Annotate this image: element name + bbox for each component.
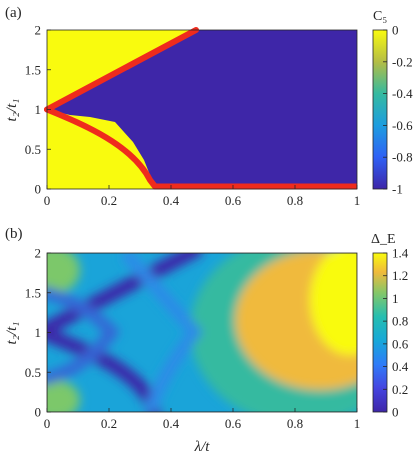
panel-b-colorbar-tick-label: 1.2 (392, 268, 408, 283)
panel-b-y-ticks: 0 0.5 1 1.5 2 (25, 246, 51, 420)
panel-b-colorbar: Δ_E 1.4 1.2 1 0.8 0.6 0.4 0.2 0 (371, 232, 409, 420)
panel-b-y-tick-label: 0.5 (25, 365, 41, 380)
heatmap-max-region (310, 253, 357, 355)
panel-a-colorbar-tick-label: -0.4 (392, 86, 413, 101)
panel-b-colorbar-ticks: 1.4 1.2 1 0.8 0.6 0.4 0.2 0 (383, 246, 409, 420)
panel-a-colorbar-ticks: 0 -0.2 -0.4 -0.6 -0.8 -1 (383, 23, 413, 197)
panel-b-x-tick-label: 0.4 (163, 416, 180, 431)
panel-a-y-tick-label: 1.5 (25, 62, 41, 77)
panel-a-label: (a) (5, 5, 22, 21)
phase-boundary-upper (44, 27, 199, 113)
panel-b-colorbar-tick-label: 0.2 (392, 382, 408, 397)
gap-minimum-left-band (47, 287, 120, 385)
panel-a-y-axis-title: t₂/t₁ (4, 99, 20, 122)
panel-a-colorbar-tick-label: -0.6 (392, 118, 413, 133)
gap-minimum-lower (47, 327, 161, 412)
panel-a-colorbar-tick-label: -0.8 (392, 150, 413, 165)
panel-a-colorbar-title: C₅ (373, 9, 387, 24)
panel-a-colorbar-gradient (372, 29, 388, 190)
panel-a-x-tick-label: 0.2 (101, 193, 117, 208)
panel-a: (a) 0 0.2 0.4 0.6 0.8 1 0 0.5 1 1.5 2 t₂/t₁ C₅ 0 -… (4, 5, 413, 208)
panel-b-plot-area (47, 253, 357, 412)
panel-a-y-tick-label: 0 (35, 182, 42, 197)
panel-a-x-tick-label: 0.6 (225, 193, 242, 208)
panel-b-colorbar-title: Δ_E (371, 232, 396, 247)
panel-b: (b) 0 0.2 0.4 0.6 0.8 1 0 0.5 1 1.5 2 t₂/t₁ λ/t Δ… (4, 226, 409, 455)
panel-b-y-axis-title: t₂/t₁ (4, 322, 20, 345)
panel-b-colorbar-tick-label: 0.6 (392, 336, 409, 351)
panel-a-x-ticks: 0 0.2 0.4 0.6 0.8 1 (44, 185, 361, 208)
panel-a-x-tick-label: 0.4 (163, 193, 180, 208)
phase-boundary-lower (44, 106, 158, 190)
panel-b-x-tick-label: 1 (354, 416, 361, 431)
panel-a-colorbar-tick-label: 0 (392, 23, 399, 38)
panel-b-x-tick-label: 0 (44, 416, 51, 431)
panel-b-colorbar-tick-label: 0 (392, 405, 399, 420)
panel-a-y-tick-label: 0.5 (25, 142, 41, 157)
gap-minimum-outer-band (120, 253, 203, 412)
panel-b-y-tick-label: 0 (35, 405, 42, 420)
panel-a-colorbar: C₅ 0 -0.2 -0.4 -0.6 -0.8 -1 (372, 9, 413, 197)
panel-b-x-tick-label: 0.8 (287, 416, 303, 431)
panel-a-x-tick-label: 0.8 (287, 193, 303, 208)
panel-b-y-tick-label: 1 (35, 325, 42, 340)
panel-a-plot-area (44, 27, 358, 190)
panel-a-y-ticks: 0 0.5 1 1.5 2 (25, 23, 51, 197)
panel-b-x-axis-title: λ/t (194, 439, 211, 455)
heatmap-smooth-layers (47, 253, 357, 412)
panel-b-x-tick-label: 0.6 (225, 416, 242, 431)
panel-a-y-tick-label: 2 (35, 23, 42, 38)
panel-a-x-tick-label: 0 (44, 193, 51, 208)
panel-a-y-tick-label: 1 (35, 102, 42, 117)
panel-b-y-tick-label: 1.5 (25, 285, 41, 300)
panel-b-colorbar-gradient (372, 252, 388, 413)
gap-minimum-upper (47, 253, 204, 337)
panel-b-x-tick-label: 0.2 (101, 416, 117, 431)
panel-b-colorbar-tick-label: 0.8 (392, 314, 408, 329)
panel-b-colorbar-tick-label: 1.4 (392, 246, 409, 261)
panel-a-colorbar-tick-label: -0.2 (392, 54, 413, 69)
heatmap-left-lobe (47, 253, 80, 295)
panel-b-colorbar-tick-label: 1 (392, 291, 399, 306)
panel-b-label: (b) (5, 226, 23, 242)
heatmap-left-lobe-bottom (47, 380, 80, 412)
panel-b-y-tick-label: 2 (35, 246, 42, 261)
panel-a-x-tick-label: 1 (354, 193, 361, 208)
panel-b-colorbar-tick-label: 0.4 (392, 359, 409, 374)
panel-a-colorbar-tick-label: -1 (392, 182, 403, 197)
panel-b-x-ticks: 0 0.2 0.4 0.6 0.8 1 (44, 408, 361, 431)
